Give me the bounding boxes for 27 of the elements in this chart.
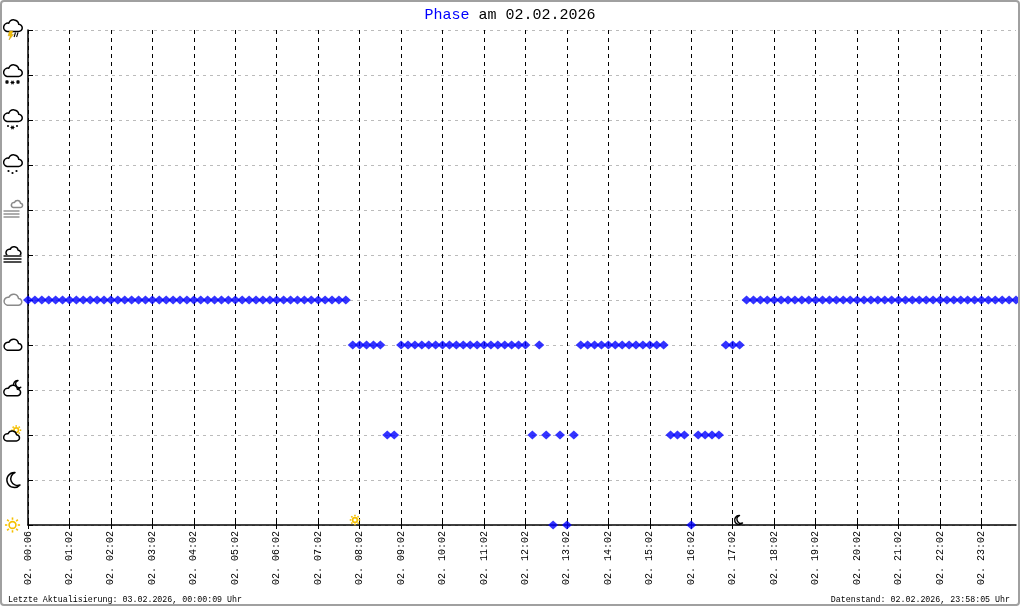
x-tick-label: 02. 07:02: [312, 531, 324, 586]
x-tick-label: 02. 09:02: [395, 531, 407, 586]
x-tick-label: 02. 15:02: [644, 531, 656, 586]
x-tick-label: 02. 19:02: [810, 531, 822, 586]
x-tick-label: 02. 13:02: [561, 531, 573, 586]
x-tick-label: 02. 17:02: [727, 531, 739, 586]
x-tick-label: 02. 05:02: [229, 531, 241, 586]
chart-title: Phase am 02.02.2026: [424, 7, 596, 24]
x-tick-label: 02. 16:02: [685, 531, 697, 586]
x-tick-label: 02. 12:02: [519, 531, 531, 586]
x-tick-label: 02. 00:06: [22, 531, 34, 586]
x-tick-label: 02. 18:02: [768, 531, 780, 586]
x-tick-label: 02. 20:02: [851, 531, 863, 586]
text: Letzte Aktualisierung: 03.02.2026, 00:00:09 Uhr: [8, 594, 243, 604]
x-tick-label: 02. 10:02: [437, 531, 449, 586]
x-tick-label: 02. 22:02: [934, 531, 946, 586]
x-tick-label: 02. 01:02: [63, 531, 75, 586]
x-tick-label: 02. 11:02: [478, 531, 490, 586]
text: Datenstand: 02.02.2026, 23:58:05 Uhr: [830, 594, 1011, 604]
x-tick-label: 02. 23:02: [975, 531, 987, 586]
x-tick-label: 02. 14:02: [602, 531, 614, 586]
x-tick-label: 02. 06:02: [271, 531, 283, 586]
x-tick-label: 02. 21:02: [893, 531, 905, 586]
x-tick-label: 02. 08:02: [354, 531, 366, 586]
x-tick-label: 02. 04:02: [188, 531, 200, 586]
x-tick-label: 02. 02:02: [105, 531, 117, 586]
x-tick-label: 02. 03:02: [146, 531, 158, 586]
